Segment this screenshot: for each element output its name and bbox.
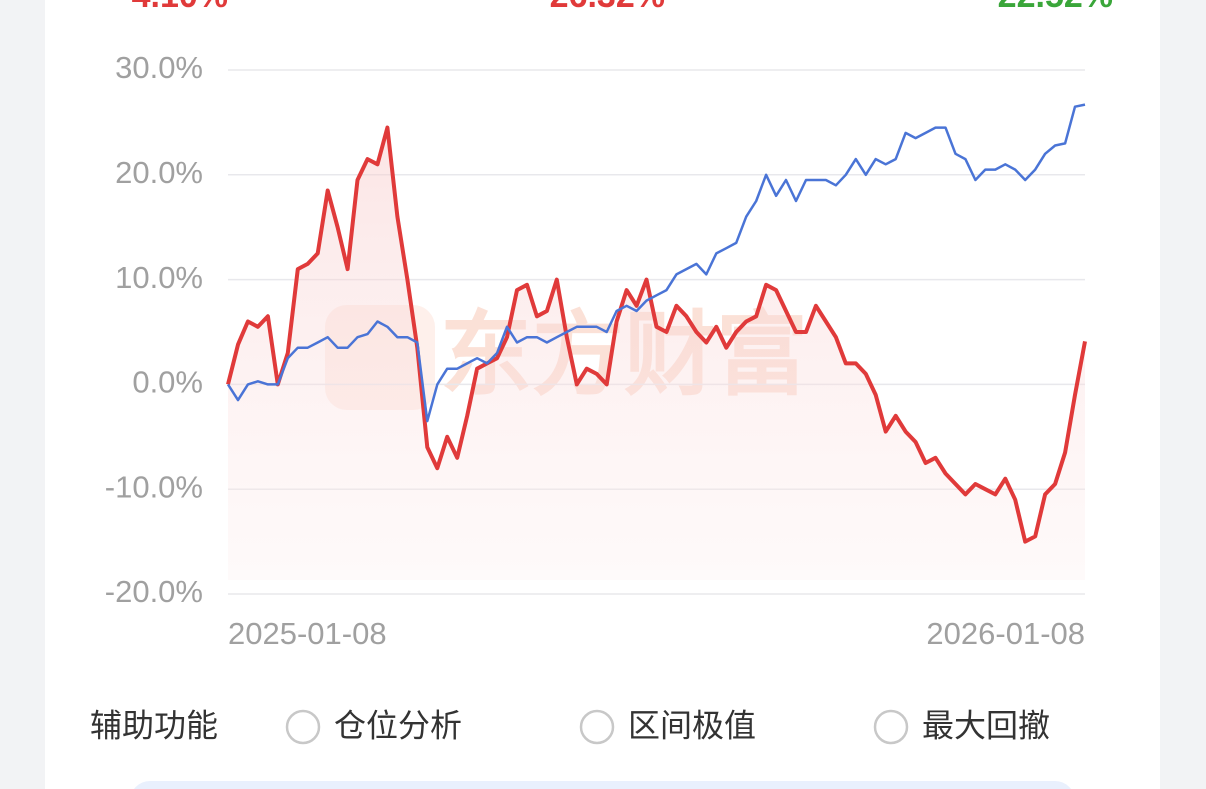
x-tick-label: 2025-01-08 (228, 616, 387, 651)
radio-label[interactable]: 最大回撤 (922, 707, 1050, 743)
line (226, 103, 1086, 423)
y-tick-label: 30.0% (115, 50, 203, 85)
y-tick-label: 10.0% (115, 260, 203, 295)
x-tick-label: 2026-01-08 (926, 616, 1085, 651)
button[interactable] (130, 781, 1075, 789)
area (228, 127, 1085, 580)
tools-label: 辅助功能 (90, 707, 218, 743)
summary-value: -4.10% (120, 0, 228, 15)
radio-label[interactable]: 区间极值 (628, 707, 756, 743)
summary-value: 26.32% (550, 0, 665, 15)
summary-value: -22.52% (986, 0, 1113, 15)
y-tick-label: -10.0% (105, 469, 203, 504)
radio[interactable] (873, 709, 909, 745)
radio-label[interactable]: 仓位分析 (334, 707, 462, 743)
radio[interactable] (579, 709, 615, 745)
y-tick-label: 20.0% (115, 155, 203, 190)
line (226, 125, 1087, 544)
plot: 30.0% 20.0% 10.0% 0.0% -10.0% -20.0% 2025-01-0… (105, 50, 1087, 651)
radio[interactable] (285, 709, 321, 745)
y-tick-label: -20.0% (105, 574, 203, 609)
y-tick-label: 0.0% (132, 365, 203, 400)
